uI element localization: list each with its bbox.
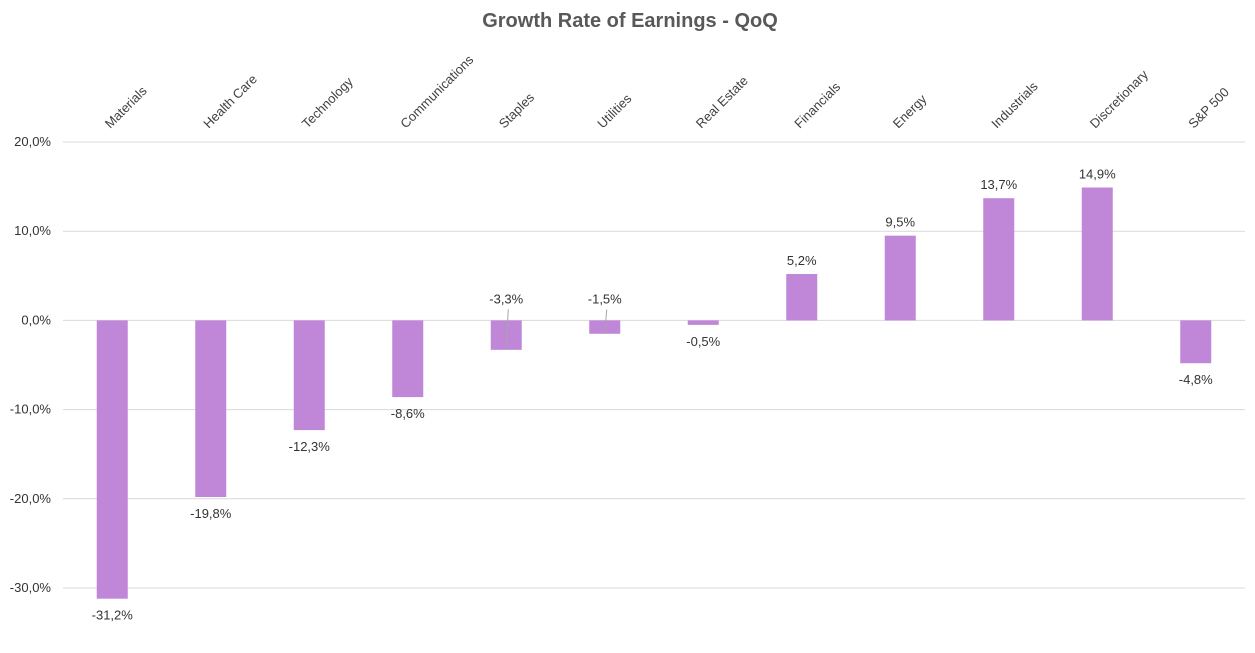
- x-tick-label: Technology: [299, 74, 356, 131]
- bar: [687, 320, 719, 325]
- data-label: -31,2%: [92, 608, 134, 623]
- leader-line: [604, 309, 608, 334]
- bar: [786, 274, 818, 321]
- x-tick-label: Health Care: [200, 71, 260, 131]
- data-label: -8,6%: [391, 406, 425, 421]
- data-label: -3,3%: [489, 291, 523, 306]
- x-tick-label: Materials: [102, 83, 150, 131]
- data-label: -4,8%: [1179, 372, 1213, 387]
- y-tick-label: -30,0%: [10, 580, 52, 595]
- x-tick-label: Financials: [791, 79, 843, 131]
- data-label: 13,7%: [980, 177, 1017, 192]
- x-tick-label: Communications: [397, 52, 476, 131]
- data-labels: -31,2% -19,8% -12,3% -8,6% -3,3% -1,5% -0,5% 5,…: [92, 166, 1214, 622]
- y-axis: 20,0% 10,0% 0,0% -10,0% -20,0% -30,0%: [10, 134, 52, 595]
- data-label: 14,9%: [1079, 166, 1116, 181]
- gridlines: [63, 141, 1245, 589]
- data-label: -0,5%: [686, 334, 720, 349]
- bars: [96, 187, 1212, 599]
- x-tick-label: S&P 500: [1185, 84, 1232, 131]
- leader-line: [505, 309, 509, 349]
- data-label: -19,8%: [190, 506, 232, 521]
- y-tick-label: 10,0%: [14, 223, 51, 238]
- data-label: -1,5%: [588, 291, 622, 306]
- bar: [1180, 320, 1212, 364]
- bar: [589, 320, 621, 334]
- y-tick-label: 0,0%: [21, 312, 51, 327]
- x-tick-label: Utilities: [594, 91, 635, 132]
- data-label: 9,5%: [885, 215, 915, 230]
- chart-title: Growth Rate of Earnings - QoQ: [482, 10, 778, 32]
- bar: [884, 235, 916, 321]
- bar: [96, 320, 128, 599]
- y-tick-label: 20,0%: [14, 134, 51, 149]
- y-tick-label: -20,0%: [10, 491, 52, 506]
- bar: [983, 198, 1015, 321]
- data-label: -12,3%: [289, 439, 331, 454]
- bar: [392, 320, 424, 398]
- bar: [1081, 187, 1113, 321]
- bar: [195, 320, 227, 498]
- data-label: 5,2%: [787, 253, 817, 268]
- x-tick-label: Staples: [496, 90, 538, 132]
- x-tick-label: Real Estate: [693, 73, 751, 131]
- x-tick-label: Energy: [890, 91, 930, 131]
- x-axis: Materials Health Care Technology Communicat…: [102, 52, 1232, 131]
- y-tick-label: -10,0%: [10, 402, 52, 417]
- x-tick-label: Discretionary: [1087, 67, 1152, 132]
- bar: [293, 320, 325, 431]
- x-tick-label: Industrials: [988, 78, 1041, 131]
